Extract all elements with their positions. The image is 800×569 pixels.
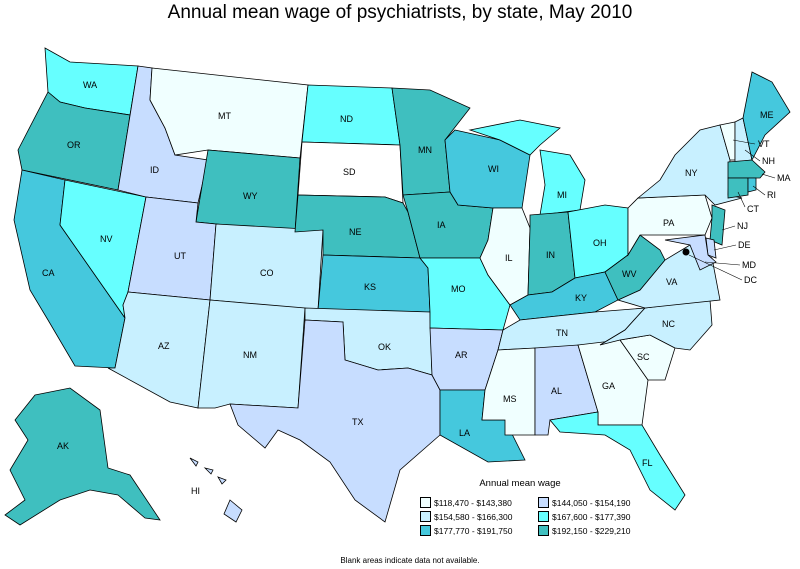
label-CT: CT	[747, 204, 759, 214]
legend-swatch	[420, 511, 431, 522]
state-HI[interactable]	[189, 457, 243, 523]
legend-label: $177,770 - $191,750	[434, 525, 513, 536]
label-AL: AL	[551, 386, 562, 396]
label-NY: NY	[685, 168, 698, 178]
label-IN: IN	[546, 250, 555, 260]
legend-swatch	[538, 497, 549, 508]
legend-label: $192,150 - $229,210	[552, 525, 631, 536]
legend-item: $177,770 - $191,750	[420, 525, 538, 536]
label-TN: TN	[556, 328, 568, 338]
label-DC: DC	[744, 275, 757, 285]
legend-swatch	[420, 497, 431, 508]
label-LA: LA	[459, 428, 470, 438]
legend-label: $167,600 - $177,390	[552, 511, 631, 522]
state-DC[interactable]	[682, 248, 690, 256]
label-NV: NV	[100, 234, 113, 244]
label-DE: DE	[738, 240, 751, 250]
state-RI[interactable]	[747, 177, 757, 193]
label-NE: NE	[349, 227, 362, 237]
state-NJ[interactable]	[709, 204, 726, 246]
label-CO: CO	[260, 268, 274, 278]
legend-title: Annual mean wage	[479, 478, 561, 489]
legend-label: $144,050 - $154,190	[552, 497, 631, 508]
label-OH: OH	[593, 238, 607, 248]
legend-swatch	[538, 511, 549, 522]
legend-swatch	[538, 525, 549, 536]
legend-item: $192,150 - $229,210	[538, 525, 656, 536]
legend-swatch	[420, 525, 431, 536]
label-WY: WY	[243, 191, 258, 201]
label-IL: IL	[505, 253, 513, 263]
label-WI: WI	[488, 164, 499, 174]
label-IA: IA	[437, 220, 446, 230]
label-SD: SD	[343, 167, 356, 177]
label-OR: OR	[67, 140, 81, 150]
map-title: Annual mean wage of psychiatrists, by st…	[167, 2, 633, 23]
legend-label: $154,580 - $166,300	[434, 511, 513, 522]
legend-item: $167,600 - $177,390	[538, 511, 656, 522]
state-NC[interactable]	[599, 299, 713, 351]
state-CT[interactable]	[727, 177, 749, 199]
label-MD: MD	[742, 260, 756, 270]
label-RI: RI	[767, 190, 776, 200]
label-PA: PA	[663, 218, 674, 228]
legend-label: $118,470 - $143,380	[434, 497, 512, 508]
label-MS: MS	[503, 394, 517, 404]
state-TX[interactable]	[229, 319, 441, 523]
label-MO: MO	[451, 284, 466, 294]
label-VT: VT	[758, 139, 770, 149]
legend-item: $118,470 - $143,380	[420, 497, 538, 508]
label-GA: GA	[602, 381, 615, 391]
label-CA: CA	[42, 268, 55, 278]
label-ND: ND	[340, 114, 353, 124]
label-NM: NM	[243, 350, 257, 360]
label-MI: MI	[557, 190, 567, 200]
label-AR: AR	[455, 350, 468, 360]
label-NC: NC	[662, 319, 675, 329]
label-ME: ME	[760, 110, 774, 120]
label-VA: VA	[666, 277, 677, 287]
state-MA[interactable]	[727, 159, 766, 179]
label-AK: AK	[57, 441, 69, 451]
label-FL: FL	[642, 458, 653, 468]
label-MT: MT	[218, 111, 231, 121]
state-MD[interactable]	[664, 234, 717, 271]
state-AK[interactable]	[4, 387, 161, 526]
footnote: Blank areas indicate data not available.	[340, 556, 480, 565]
legend: Annual mean wage $118,470 - $143,380 $14…	[420, 478, 650, 536]
label-MN: MN	[418, 145, 432, 155]
label-leaders	[688, 139, 776, 281]
label-TX: TX	[352, 417, 364, 427]
label-OK: OK	[378, 342, 391, 352]
state-CO[interactable]	[209, 223, 324, 311]
label-WV: WV	[622, 269, 637, 279]
label-SC: SC	[637, 352, 650, 362]
label-NJ: NJ	[737, 221, 748, 231]
label-MA: MA	[777, 173, 791, 183]
label-NH: NH	[762, 156, 775, 166]
label-AZ: AZ	[158, 341, 170, 351]
legend-item: $144,050 - $154,190	[538, 497, 656, 508]
label-ID: ID	[150, 165, 160, 175]
state-labels: WA OR CA NV ID MT WY UT CO AZ NM ND SD N…	[42, 80, 791, 496]
label-WA: WA	[83, 80, 97, 90]
label-UT: UT	[174, 251, 186, 261]
legend-items: $118,470 - $143,380 $144,050 - $154,190 …	[420, 497, 650, 536]
legend-item: $154,580 - $166,300	[420, 511, 538, 522]
label-KY: KY	[575, 293, 587, 303]
label-HI: HI	[191, 486, 200, 496]
label-KS: KS	[364, 282, 376, 292]
state-FL[interactable]	[549, 411, 686, 511]
